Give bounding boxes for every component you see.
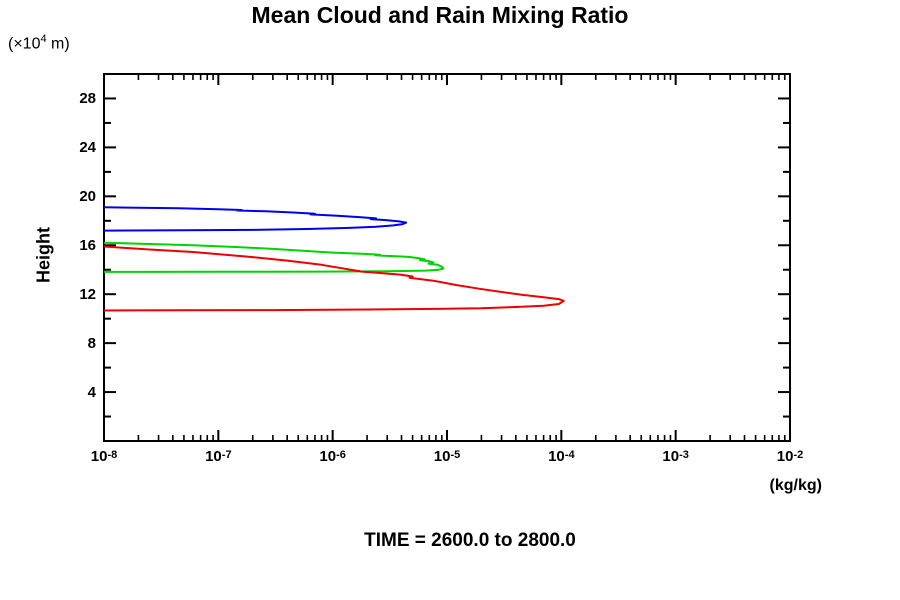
x-tick-exponent: -4 [564,449,575,461]
y-tick-label: 4 [87,383,96,401]
x-tick-base: 10 [662,448,680,465]
x-tick-label: 10-3 [646,448,706,465]
y-tick-label: 8 [87,334,96,352]
y-tick-label: 16 [79,236,96,254]
x-tick-base: 10 [205,448,222,465]
y-tick-label: 24 [79,138,96,156]
x-tick-label: 10-2 [760,448,820,465]
x-tick-base: 10 [776,448,794,465]
x-tick-exponent: -2 [793,449,804,461]
x-tick-exponent: -7 [221,449,232,461]
x-tick-label: 10-6 [303,448,363,465]
plot-frame [103,73,791,442]
y-axis-unit-label: (×104 m) [8,33,70,53]
y-tick-label: 28 [79,89,96,107]
page-title: Mean Cloud and Rain Mixing Ratio [251,2,629,28]
x-tick-exponent: -6 [336,449,346,461]
x-tick-exponent: -5 [450,449,461,461]
y-tick-label: 12 [79,285,96,303]
series-line-red-profile [103,245,565,312]
x-tick-label: 10-7 [188,448,248,465]
x-tick-base: 10 [319,448,337,465]
x-tick-base: 10 [548,448,565,465]
x-tick-exponent: -8 [107,449,118,461]
y-tick-label: 20 [79,187,96,205]
time-range-label: TIME = 2600.0 to 2800.0 [364,530,576,551]
x-tick-label: 10-5 [417,448,477,465]
x-tick-base: 10 [90,448,108,465]
x-tick-base: 10 [433,448,451,465]
y-axis-unit-prefix: (×10 [8,35,41,53]
y-axis-unit-exponent: 4 [40,33,47,45]
series-line-blue-profile [103,206,408,232]
y-axis-unit-suffix: m) [46,35,70,53]
x-tick-label: 10-8 [74,448,134,465]
x-axis-unit-label: (kg/kg) [769,477,822,494]
series-line-green-profile [103,241,445,273]
x-tick-exponent: -3 [679,449,689,461]
x-tick-label: 10-4 [531,448,591,465]
